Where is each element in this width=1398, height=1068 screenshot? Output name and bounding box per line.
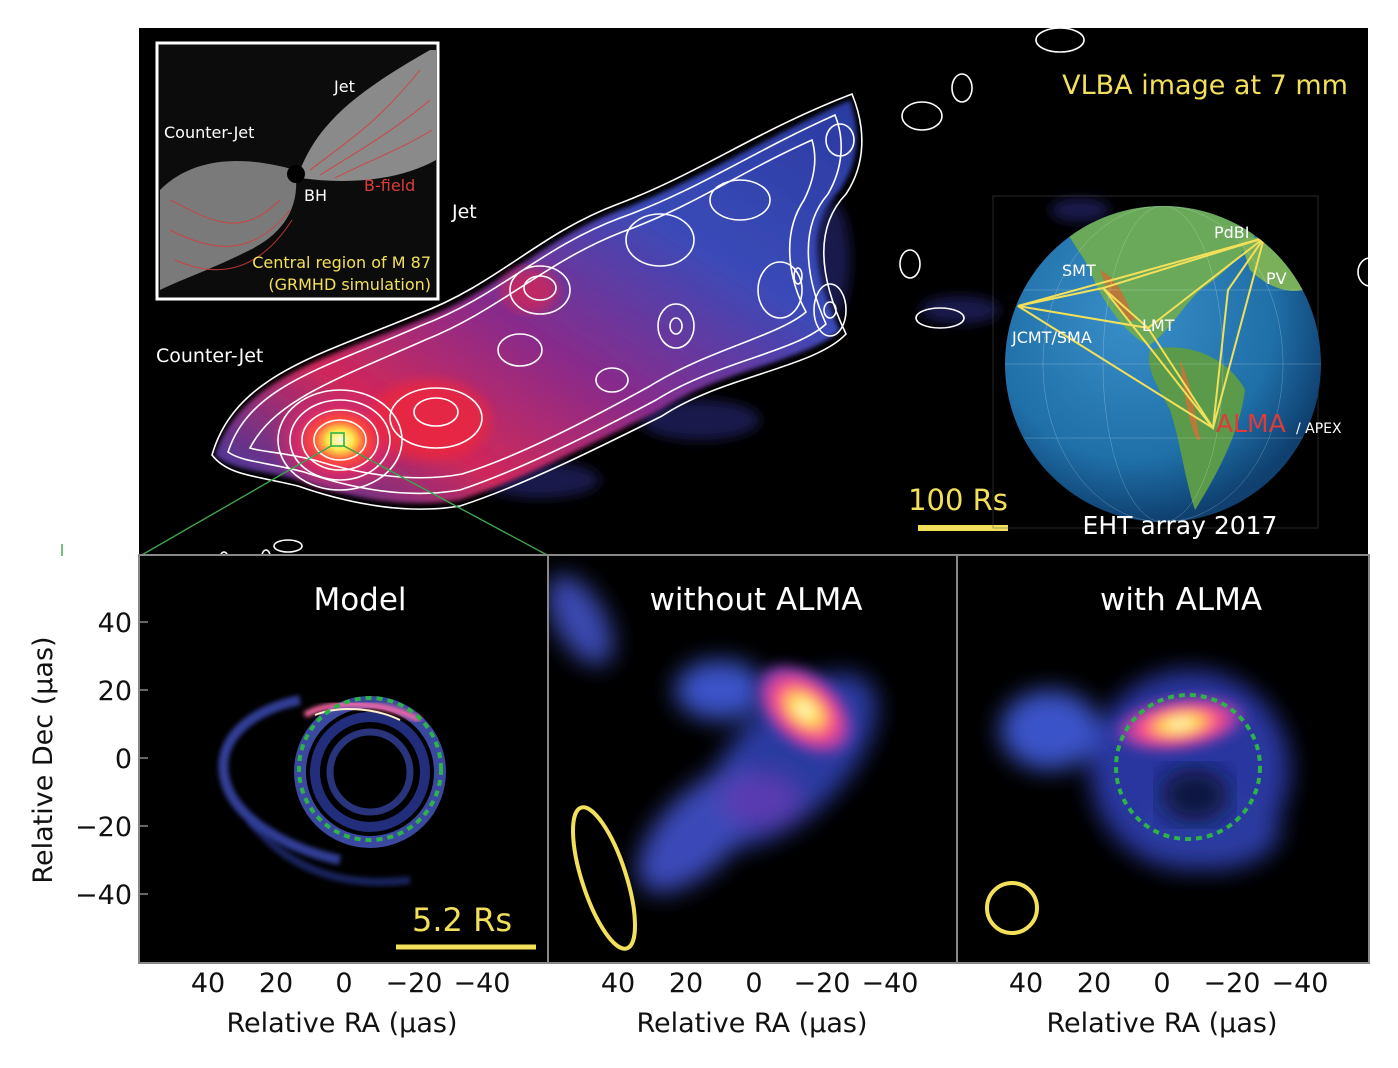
- x-tick-m40: −40: [1272, 968, 1329, 999]
- contour-lines: [211, 28, 1368, 554]
- y-axis: 40 20 0 −20 −40 Relative Dec (μas): [28, 608, 132, 911]
- beam-circle-with-alma: [985, 881, 1039, 935]
- station-smt: SMT: [1062, 261, 1096, 280]
- panel-title-model: Model: [313, 582, 406, 618]
- panel-without-alma: without ALMA: [549, 556, 956, 962]
- x-tick-m40: −40: [862, 968, 919, 999]
- jet-label: Jet: [451, 201, 477, 223]
- y-axis-label: Relative Dec (μas): [28, 636, 59, 883]
- station-jcmt-sma: JCMT/SMA: [1011, 328, 1092, 347]
- inset-caption-2: (GRMHD simulation): [268, 275, 431, 294]
- x-tick-m20: −20: [386, 968, 443, 999]
- model-shadow-ring: [297, 696, 443, 842]
- y-tick-20: 20: [98, 676, 132, 707]
- panel-with-alma: with ALMA: [958, 556, 1368, 962]
- y-tick-0: 0: [115, 744, 132, 775]
- y-tick-40: 40: [98, 608, 132, 639]
- eht-globe: PdBI SMT PV LMT JCMT/SMA ALMA / APEX EHT…: [992, 195, 1342, 540]
- x-axis-model: 40 20 0 −20 −40 Relative RA (μas): [191, 968, 511, 1039]
- vlba-title: VLBA image at 7 mm: [1062, 70, 1348, 101]
- station-pdbi: PdBI: [1214, 223, 1250, 242]
- eht-baselines: [1017, 237, 1265, 431]
- inset-jet-label: Jet: [333, 77, 355, 96]
- x-axis-label: Relative RA (μas): [1046, 1008, 1277, 1039]
- x-tick-20: 20: [1077, 968, 1111, 999]
- x-axis-with-alma: 40 20 0 −20 −40 Relative RA (μas): [1009, 968, 1329, 1039]
- x-tick-40: 40: [1009, 968, 1043, 999]
- x-tick-m40: −40: [454, 968, 511, 999]
- black-hole: [287, 165, 305, 183]
- x-axis-label: Relative RA (μas): [226, 1008, 457, 1039]
- station-lmt: LMT: [1142, 316, 1175, 335]
- y-tick-m20: −20: [75, 812, 132, 843]
- x-tick-20: 20: [669, 968, 703, 999]
- inset-bh-label: BH: [304, 186, 327, 205]
- zoom-connectors: [61, 445, 550, 557]
- panel-title-with-alma: with ALMA: [1100, 582, 1262, 618]
- panel-model: 5.2 Rs Model: [140, 556, 547, 962]
- scale-bar-5rs-label: 5.2 Rs: [412, 901, 512, 939]
- beam-ellipse-without-alma: [571, 805, 637, 951]
- x-axis-without-alma: 40 20 0 −20 −40 Relative RA (μas): [601, 968, 919, 1039]
- x-tick-0: 0: [1153, 968, 1170, 999]
- x-axis-label: Relative RA (μas): [636, 1008, 867, 1039]
- tick-marks: [140, 621, 148, 895]
- core-zoom-box: [330, 432, 345, 447]
- station-apex: / APEX: [1296, 421, 1342, 437]
- station-alma: ALMA: [1216, 409, 1286, 438]
- grmhd-inset: Jet Counter-Jet BH B-field Central regio…: [155, 41, 440, 301]
- x-tick-40: 40: [191, 968, 225, 999]
- y-tick-m40: −40: [75, 880, 132, 911]
- panel-frames: [138, 554, 1370, 964]
- inset-bfield-label: B-field: [364, 176, 415, 195]
- inset-caption-1: Central region of M 87: [252, 253, 431, 272]
- x-tick-20: 20: [259, 968, 293, 999]
- station-pv: PV: [1266, 269, 1287, 288]
- x-tick-0: 0: [335, 968, 352, 999]
- panel-title-without-alma: without ALMA: [650, 582, 863, 618]
- x-tick-40: 40: [601, 968, 635, 999]
- x-tick-0: 0: [745, 968, 762, 999]
- counter-jet-label: Counter-Jet: [156, 345, 263, 367]
- x-tick-m20: −20: [1204, 968, 1261, 999]
- inset-counter-jet-label: Counter-Jet: [164, 123, 254, 142]
- x-tick-m20: −20: [794, 968, 851, 999]
- eht-caption: EHT array 2017: [1083, 511, 1278, 540]
- scale-bar-100rs-label: 100 Rs: [908, 483, 1008, 517]
- alma-shadow-ring: [1114, 693, 1262, 841]
